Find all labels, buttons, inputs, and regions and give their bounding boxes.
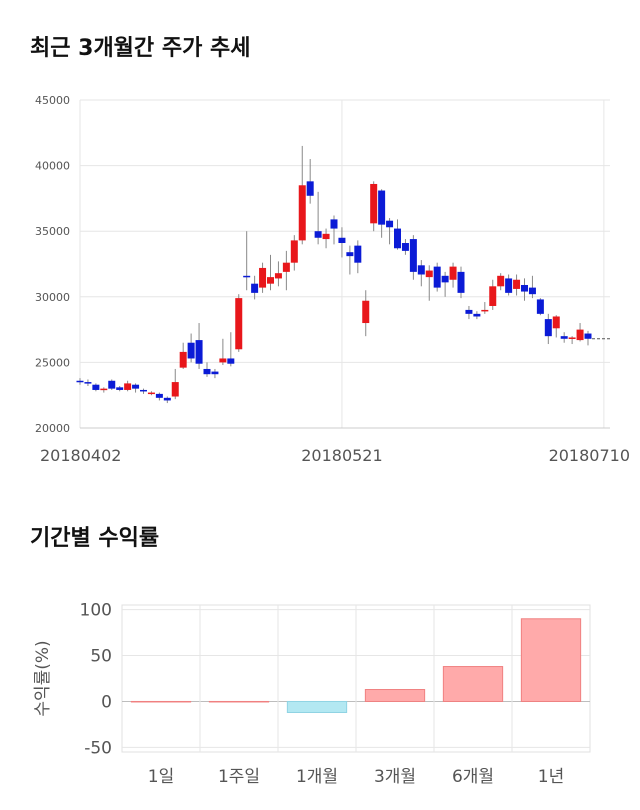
x-tick-label: 20180710 <box>549 446 630 465</box>
y-tick-label: -50 <box>84 738 112 758</box>
candle-body <box>489 286 497 306</box>
y-axis-label: 수익률(%) <box>33 640 53 716</box>
candle-body <box>386 220 394 228</box>
candle-body <box>378 190 386 225</box>
candle-body <box>211 371 219 375</box>
y-tick-label: 20000 <box>35 422 70 435</box>
candle-body <box>171 382 179 397</box>
candle-body <box>243 275 251 278</box>
candle-body <box>473 313 481 317</box>
candle-body <box>481 309 489 312</box>
candle-body <box>267 277 274 284</box>
x-tick-label: 20180402 <box>40 446 121 465</box>
category-label: 1개월 <box>296 767 338 787</box>
candle-body <box>457 271 465 293</box>
candle-body <box>179 351 187 368</box>
candle-body <box>195 340 203 364</box>
candle-body <box>362 300 370 324</box>
candle-body <box>314 231 322 238</box>
candle-body <box>394 228 401 249</box>
candle-body <box>409 239 417 272</box>
candle-body <box>235 298 243 350</box>
candle-body <box>401 243 409 251</box>
return-bar <box>208 700 270 703</box>
candle-body <box>76 380 84 383</box>
candle-body <box>259 267 267 288</box>
candle-body <box>433 266 441 288</box>
candle-body <box>441 275 449 283</box>
candle-body <box>274 273 282 279</box>
candle-body <box>354 245 362 263</box>
candle-body <box>346 252 354 257</box>
y-tick-label: 45000 <box>35 94 70 107</box>
candle-body <box>568 337 576 339</box>
candle-body <box>298 185 306 241</box>
candle-body <box>417 265 425 275</box>
return-bar <box>442 666 504 702</box>
candle-body <box>100 388 108 391</box>
return-bar <box>364 689 426 702</box>
y-tick-label: 25000 <box>35 356 70 369</box>
candle-body <box>584 333 592 339</box>
category-label: 1일 <box>148 767 174 787</box>
y-tick-label: 35000 <box>35 225 70 238</box>
candle-body <box>282 262 290 272</box>
candle-body <box>552 316 560 329</box>
candle-body <box>521 284 528 292</box>
candle-body <box>528 287 536 295</box>
price-candlestick-chart: 45000 40000 35000 30000 25000 20000 20180402 20… <box>35 94 630 465</box>
y-tick-label: 50 <box>90 647 112 667</box>
category-label: 3개월 <box>374 767 416 787</box>
candle-body <box>338 237 346 244</box>
y-tick-label: 0 <box>101 692 112 712</box>
x-tick-label: 20180521 <box>301 446 382 465</box>
candle-body <box>155 393 163 398</box>
candle-body <box>203 368 211 375</box>
candle-body <box>140 389 147 392</box>
y-tick-label: 40000 <box>35 160 70 173</box>
candle-body <box>449 266 457 280</box>
category-label: 1주일 <box>218 767 260 787</box>
candle-body <box>147 392 155 395</box>
candle-body <box>84 382 92 384</box>
candle-body <box>290 240 298 263</box>
candle-body <box>108 380 116 389</box>
price-trend-title: 최근 3개월간 주가 추세 <box>30 36 251 61</box>
category-label: 1년 <box>538 767 564 787</box>
candle-body <box>251 283 259 293</box>
candle-body <box>497 275 505 287</box>
candle-body <box>505 278 513 293</box>
returns-title: 기간별 수익률 <box>30 526 160 551</box>
candle-body <box>132 384 140 389</box>
return-bar <box>520 618 582 702</box>
candle-body <box>306 181 314 196</box>
return-bar <box>286 700 348 713</box>
candle-body <box>576 329 584 341</box>
candle-body <box>330 219 338 229</box>
candle-body <box>513 279 521 289</box>
candle-body <box>92 384 100 390</box>
candle-body <box>560 336 568 339</box>
y-tick-label: 30000 <box>35 291 70 304</box>
candle-body <box>163 397 171 401</box>
y-tick-label: 100 <box>80 601 112 621</box>
candle-body <box>425 270 433 278</box>
candle-body <box>187 342 195 359</box>
candle-body <box>219 358 227 363</box>
candle-body <box>322 233 330 240</box>
candle-body <box>370 183 378 224</box>
return-bar <box>130 700 192 703</box>
candle-body <box>124 383 132 390</box>
candle-body <box>544 319 552 337</box>
candle-body <box>116 387 124 390</box>
category-label: 6개월 <box>452 767 494 787</box>
candle-body <box>227 358 235 364</box>
candle-body <box>536 299 544 314</box>
candle-body <box>465 309 473 314</box>
